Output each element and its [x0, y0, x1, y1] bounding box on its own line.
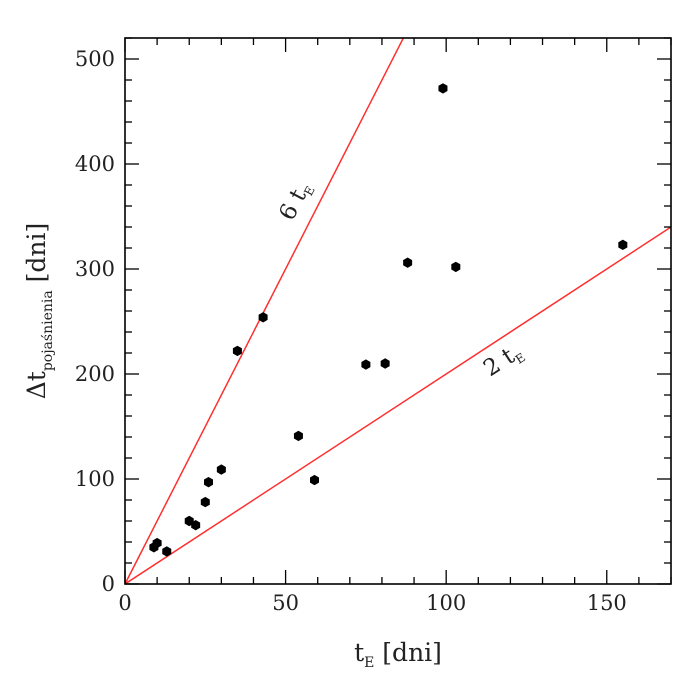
y-tick-label-300: 300	[75, 257, 115, 281]
data-point-2	[152, 537, 162, 549]
data-point-11	[293, 430, 303, 442]
y-tick-label-500: 500	[75, 47, 115, 71]
y-tick-label-100: 100	[75, 467, 115, 491]
axis-ticks	[124, 37, 672, 585]
data-point-3	[162, 546, 172, 557]
data-point-18	[618, 239, 628, 251]
data-points	[149, 83, 628, 557]
data-point-13	[361, 359, 371, 370]
reference-line-2te	[125, 226, 671, 584]
x-tick-label-100: 100	[426, 591, 466, 615]
line-label-2te: 2 tE	[479, 338, 528, 383]
x-tick-label-150: 150	[587, 591, 627, 615]
x-tick-label-0: 0	[118, 591, 131, 615]
data-point-10	[258, 312, 268, 323]
data-point-7	[204, 476, 214, 488]
reference-lines	[125, 38, 671, 584]
data-point-6	[200, 496, 210, 508]
x-axis-label: tE [dni]	[354, 638, 442, 671]
data-point-17	[451, 261, 461, 273]
data-point-8	[216, 464, 226, 475]
tick-labels: 0 50 100 150 0 100 200 300 400 500	[75, 47, 627, 615]
data-point-15	[403, 257, 413, 268]
data-point-12	[309, 474, 319, 486]
y-axis-label: Δtpojaśnienia [dni]	[22, 223, 56, 400]
y-tick-label-400: 400	[75, 152, 115, 176]
data-point-14	[380, 358, 390, 369]
reference-line-6te	[125, 38, 405, 584]
data-point-16	[438, 83, 448, 94]
y-tick-label-0: 0	[102, 572, 115, 596]
data-point-5	[191, 520, 201, 531]
data-point-9	[232, 345, 242, 357]
x-tick-label-50: 50	[272, 591, 299, 615]
y-tick-label-200: 200	[75, 362, 115, 386]
